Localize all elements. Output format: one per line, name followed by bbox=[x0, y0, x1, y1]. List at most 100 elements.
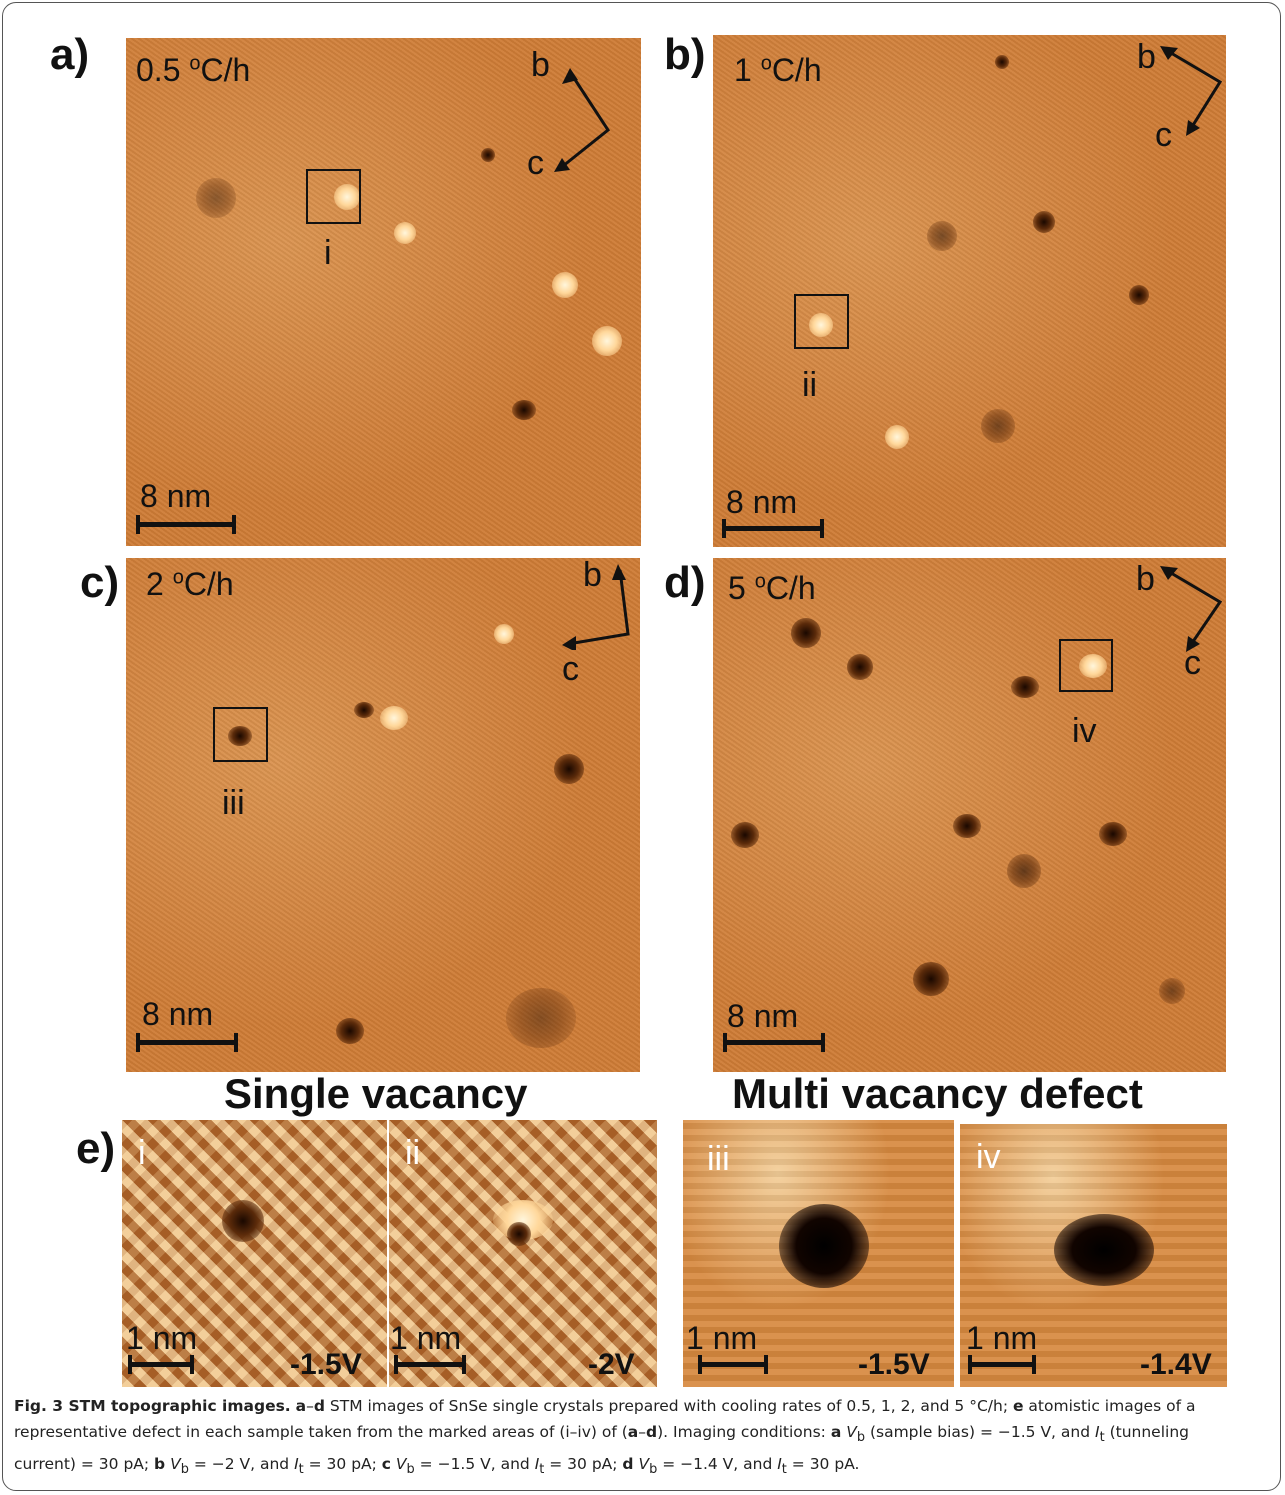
scalebar-b bbox=[722, 519, 824, 538]
figure-caption: Fig. 3 STM topographic images. a–d STM i… bbox=[14, 1393, 1276, 1483]
zoom-scalebar-iv bbox=[968, 1355, 1036, 1374]
marker-i: i bbox=[324, 234, 332, 272]
marker-iii: iii bbox=[222, 784, 245, 822]
defect-spot bbox=[336, 1018, 364, 1044]
defect-spot bbox=[981, 409, 1015, 443]
cooling-rate-a: 0.5 oC/h bbox=[136, 52, 251, 88]
zoom-scale-label-iv: 1 nm bbox=[966, 1320, 1038, 1356]
axis-b-label-d: b bbox=[1136, 560, 1155, 598]
zoom-scale-label-i: 1 nm bbox=[126, 1320, 198, 1356]
defect-spot bbox=[507, 1222, 531, 1246]
defect-spot bbox=[334, 184, 360, 210]
zoom-scalebar-i bbox=[128, 1355, 194, 1374]
panel-letter-c: c) bbox=[80, 558, 120, 607]
defect-spot bbox=[554, 754, 584, 784]
defect-spot bbox=[354, 702, 374, 718]
zoom-bias-i: -1.5V bbox=[290, 1348, 362, 1381]
defect-spot bbox=[927, 221, 957, 251]
zoom-label-iii: iii bbox=[707, 1140, 730, 1178]
scalebar-a bbox=[136, 515, 236, 534]
cooling-rate-b: 1 oC/h bbox=[734, 52, 822, 88]
defect-spot bbox=[196, 178, 236, 218]
zoom-scalebar-ii bbox=[394, 1355, 466, 1374]
defect-spot bbox=[506, 988, 576, 1048]
defect-spot bbox=[913, 962, 949, 996]
panel-letter-e: e) bbox=[76, 1124, 116, 1173]
zoom-scalebar-iii bbox=[698, 1355, 768, 1374]
defect-spot bbox=[1159, 978, 1185, 1004]
axis-b-label-b: b bbox=[1137, 38, 1156, 76]
zoom-image-ii bbox=[389, 1120, 657, 1387]
crystal-axes-arrows-b bbox=[1160, 46, 1223, 136]
axis-b-label-c: b bbox=[583, 556, 602, 594]
caption-line-1: Fig. 3 STM topographic images. a–d STM i… bbox=[14, 1397, 1196, 1415]
scale-label-c: 8 nm bbox=[142, 996, 214, 1032]
defect-spot bbox=[791, 618, 821, 648]
defect-spot bbox=[552, 272, 578, 298]
defect-spot bbox=[222, 1200, 264, 1242]
axis-c-label-b: c bbox=[1155, 116, 1172, 154]
defect-spot bbox=[1079, 654, 1107, 678]
zoom-bias-iv: -1.4V bbox=[1140, 1348, 1212, 1381]
cooling-rate-c: 2 oC/h bbox=[146, 566, 234, 602]
defect-spot bbox=[380, 706, 408, 730]
defect-spot bbox=[995, 55, 1009, 69]
stm-image-d bbox=[713, 558, 1226, 1072]
cooling-rate-d: 5 oC/h bbox=[728, 570, 816, 606]
axis-c-label-d: c bbox=[1184, 644, 1201, 682]
zoom-bias-ii: -2V bbox=[588, 1348, 635, 1381]
scale-label-b: 8 nm bbox=[726, 484, 798, 520]
panel-letter-a: a) bbox=[50, 30, 90, 79]
zoom-image-iii bbox=[683, 1120, 954, 1387]
caption-line-2: representative defect in each sample tak… bbox=[14, 1423, 1189, 1446]
defect-spot bbox=[953, 814, 981, 838]
stm-image-b bbox=[713, 35, 1226, 547]
zoom-image-i bbox=[122, 1120, 387, 1387]
marked-area-iv bbox=[1059, 639, 1113, 692]
crystal-axes-arrows-a bbox=[554, 68, 611, 172]
crystal-axes-arrows-d bbox=[1160, 566, 1223, 652]
zoom-label-i: i bbox=[138, 1134, 146, 1172]
heading-multi-vacancy: Multi vacancy defect bbox=[732, 1070, 1143, 1117]
defect-spot bbox=[228, 726, 252, 746]
crystal-axes-arrows-c bbox=[562, 564, 630, 650]
scale-label-d: 8 nm bbox=[727, 998, 799, 1034]
zoom-image-iv bbox=[960, 1124, 1227, 1387]
marker-ii: ii bbox=[802, 366, 818, 404]
marked-area-i bbox=[306, 169, 361, 224]
defect-spot bbox=[779, 1204, 869, 1288]
panel-letter-b: b) bbox=[664, 30, 706, 79]
scalebar-c bbox=[136, 1033, 238, 1052]
marker-iv: iv bbox=[1072, 712, 1097, 750]
defect-spot bbox=[494, 624, 514, 644]
defect-spot bbox=[847, 654, 873, 680]
zoom-label-ii: ii bbox=[405, 1134, 421, 1172]
stm-image-a bbox=[126, 38, 641, 546]
heading-single-vacancy: Single vacancy bbox=[224, 1070, 528, 1117]
defect-spot bbox=[1099, 822, 1127, 846]
zoom-scale-label-iii: 1 nm bbox=[686, 1320, 758, 1356]
axis-c-label-c: c bbox=[562, 650, 579, 688]
defect-spot bbox=[1007, 854, 1041, 888]
defect-spot bbox=[481, 148, 495, 162]
defect-spot bbox=[592, 326, 622, 356]
defect-spot bbox=[1011, 676, 1039, 698]
defect-spot bbox=[809, 313, 833, 337]
stm-image-c bbox=[126, 558, 640, 1072]
defect-spot bbox=[1033, 211, 1055, 233]
defect-spot bbox=[1054, 1214, 1154, 1286]
zoom-label-iv: iv bbox=[976, 1138, 1001, 1176]
scalebar-d bbox=[723, 1033, 825, 1052]
defect-spot bbox=[731, 822, 759, 848]
zoom-scale-label-ii: 1 nm bbox=[390, 1320, 462, 1356]
defect-spot bbox=[1129, 285, 1149, 305]
zoom-bias-iii: -1.5V bbox=[858, 1348, 930, 1381]
axis-b-label-a: b bbox=[531, 46, 550, 84]
defect-spot bbox=[394, 222, 416, 244]
defect-spot bbox=[885, 425, 909, 449]
panel-letter-d: d) bbox=[664, 558, 706, 607]
marked-area-iii bbox=[213, 707, 268, 762]
axis-c-label-a: c bbox=[527, 144, 544, 182]
scale-label-a: 8 nm bbox=[140, 478, 212, 514]
